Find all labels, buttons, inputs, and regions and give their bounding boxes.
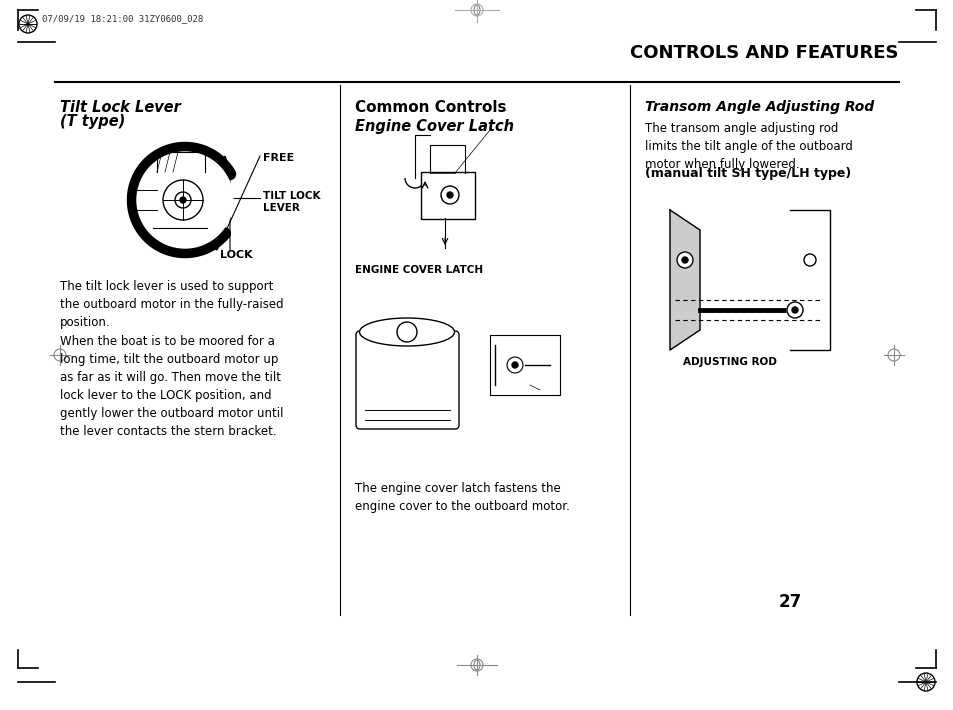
Circle shape: [137, 152, 233, 248]
Circle shape: [803, 254, 815, 266]
Text: Engine Cover Latch: Engine Cover Latch: [355, 119, 514, 134]
Text: The transom angle adjusting rod
limits the tilt angle of the outboard
motor when: The transom angle adjusting rod limits t…: [644, 122, 852, 171]
Circle shape: [180, 197, 186, 203]
Text: ENGINE COVER LATCH: ENGINE COVER LATCH: [355, 265, 482, 275]
Polygon shape: [669, 210, 700, 350]
Text: CONTROLS AND FEATURES: CONTROLS AND FEATURES: [630, 44, 898, 62]
Text: (T type): (T type): [60, 114, 125, 129]
Text: LOCK: LOCK: [220, 250, 253, 260]
Text: The engine cover latch fastens the
engine cover to the outboard motor.: The engine cover latch fastens the engin…: [355, 482, 569, 513]
FancyBboxPatch shape: [355, 331, 458, 429]
Text: 27: 27: [778, 593, 801, 611]
Text: FREE: FREE: [263, 153, 294, 163]
Circle shape: [791, 307, 797, 313]
Text: Transom Angle Adjusting Rod: Transom Angle Adjusting Rod: [644, 100, 873, 114]
Text: When the boat is to be moored for a
long time, tilt the outboard motor up
as far: When the boat is to be moored for a long…: [60, 335, 283, 438]
Circle shape: [681, 257, 687, 263]
FancyBboxPatch shape: [420, 172, 475, 219]
Text: Common Controls: Common Controls: [355, 100, 506, 115]
Circle shape: [447, 192, 453, 198]
Text: ADJUSTING ROD: ADJUSTING ROD: [682, 357, 776, 367]
Circle shape: [786, 302, 802, 318]
Text: Tilt Lock Lever: Tilt Lock Lever: [60, 100, 181, 115]
Circle shape: [512, 362, 517, 368]
Circle shape: [396, 322, 416, 342]
Text: The tilt lock lever is used to support
the outboard motor in the fully-raised
po: The tilt lock lever is used to support t…: [60, 280, 283, 329]
Ellipse shape: [359, 318, 454, 346]
Circle shape: [677, 252, 692, 268]
Text: 07/09/19 18:21:00 31ZY0600_028: 07/09/19 18:21:00 31ZY0600_028: [42, 14, 203, 23]
Text: (manual tilt SH type/LH type): (manual tilt SH type/LH type): [644, 167, 850, 180]
Text: TILT LOCK
LEVER: TILT LOCK LEVER: [263, 191, 320, 213]
